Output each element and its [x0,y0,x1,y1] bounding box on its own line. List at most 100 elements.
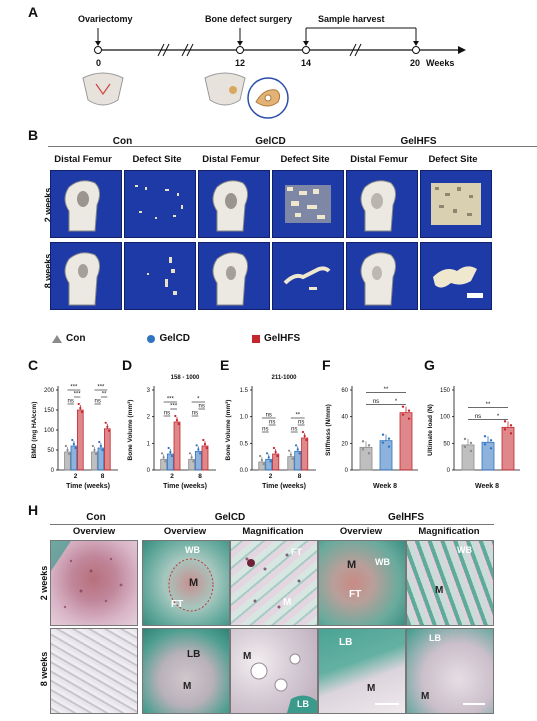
label-m: M [283,597,292,608]
hist-gelhfs-8w-mag: LB M [406,628,494,714]
y-tick-label: 0 [345,468,349,474]
timeline-axis [94,27,466,57]
data-point [77,402,80,406]
scale-bar [463,703,485,705]
defect-zoom-icon [247,77,289,119]
y-tick-label: 20 [341,441,348,447]
data-point [203,442,207,446]
hist-sub-gelcd-overview: Overview [163,526,207,537]
data-point [169,450,172,454]
data-point [164,460,167,463]
data-point [291,457,294,460]
ct-tile-gelhfs-femur-8w [346,242,418,310]
ct-tile-con-defect-8w [124,242,196,310]
x-tick-label: 2 [170,473,174,480]
hist-sub-con-overview: Overview [72,526,116,537]
hist-gelcd-2w-mag: FT M [230,540,318,626]
ct-col-distal-1: Distal Femur [54,154,112,165]
y-tick-label: 40 [341,415,348,421]
label-ft: FT [171,599,184,610]
bar [461,444,475,471]
label-m: M [243,651,252,662]
ct-col-defect-1: Defect Site [132,154,182,165]
data-point [72,442,75,446]
y-tick-label: 0.0 [240,468,249,474]
bar [97,447,105,471]
significance-label: ns [198,404,204,410]
y-tick-label: 0 [447,468,451,474]
y-tick-label: 100 [44,428,55,434]
bar [294,450,302,471]
bar [194,450,202,471]
significance-label: * [395,399,398,405]
significance-label: ns [475,414,481,420]
hist-gelhfs-2w-mag: WB M [406,540,494,626]
data-point [367,452,371,455]
data-point [483,435,487,438]
label-wb: WB [185,545,200,555]
x-axis-label: Time (weeks) [163,483,207,490]
y-tick-label: 0 [51,468,55,474]
data-point [469,441,473,445]
bar [160,458,168,471]
bar [104,428,111,471]
label-m: M [367,683,376,694]
data-point [107,429,111,432]
data-point [381,433,385,436]
significance-label: ** [295,413,300,419]
x-axis-label: Week 8 [373,483,397,490]
legend-item-gelcd: GelCD [147,333,190,344]
tick-0: 0 [96,58,102,68]
panel-letter-c: C [28,357,39,373]
data-point [71,438,74,442]
x-axis-label: Week 8 [475,483,499,490]
ct-tile-gelcd-defect-2w [272,170,344,238]
hist-group-con: Con [86,512,106,523]
triangle-icon [52,334,62,343]
y-tick-label: 1 [147,441,151,447]
scale-bar [375,703,399,705]
hist-gelhfs-2w-overview: WB M FT [318,540,406,626]
data-point [401,405,405,408]
data-point [74,446,77,450]
label-ft: FT [349,589,362,600]
ct-tile-con-femur-2w [50,170,122,238]
event-ovariectomy: Ovariectomy [78,14,133,24]
ct-tile-gelcd-defect-8w [272,242,344,310]
y-axis-label: Stiffness (N/mm) [325,404,332,456]
hist-gelcd-8w-overview: LB M [142,628,230,714]
data-point [66,448,69,452]
label-lb: LB [339,637,353,648]
panel-letter-e: E [220,357,230,373]
bar [201,445,209,471]
x-axis-label: Time (weeks) [262,483,306,490]
data-point [387,437,391,440]
panel-letter-a: A [28,4,39,20]
data-point [489,439,493,442]
bar [501,426,515,471]
data-point [267,456,270,459]
hist-row-8w: 8 weeks [39,651,49,687]
chart-bone-volume-158: Bone Volume (mm³) 158 - 1000 0 1 2 3 2 8 Time (w… [127,375,216,490]
data-point [177,422,180,426]
significance-label: ** [486,402,491,408]
data-point [503,420,507,423]
label-m: M [421,691,430,702]
data-point [93,448,96,452]
hist-gelcd-8w-mag: M LB [230,628,318,714]
significance-label: ns [266,413,272,419]
significance-label: ns [95,399,101,405]
ct-tile-con-defect-2w [124,170,196,238]
panel-letter-d: D [122,357,133,373]
y-tick-label: 200 [44,388,55,394]
data-point [387,445,391,448]
data-point [288,449,291,452]
data-point [98,440,101,444]
hist-group-gelhfs: GelHFS [387,512,425,523]
mouse-pelvis-illustration [82,72,124,106]
data-point [64,444,67,448]
bar [359,446,373,471]
hist-con-8w [50,628,138,714]
data-point [483,443,487,446]
data-point [167,446,170,450]
